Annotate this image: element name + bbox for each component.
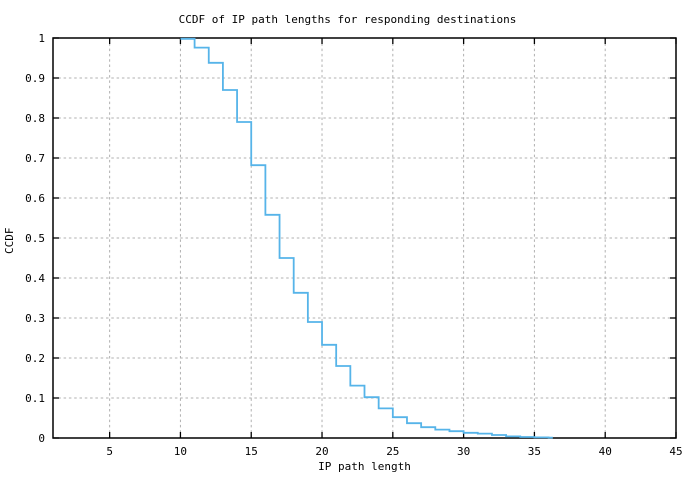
x-axis-title: IP path length: [318, 460, 411, 473]
x-tick-label: 45: [669, 445, 682, 458]
x-tick-label: 30: [457, 445, 470, 458]
y-tick-label: 0.2: [25, 352, 45, 365]
x-tick-label: 40: [599, 445, 612, 458]
x-tick-label: 10: [174, 445, 187, 458]
y-tick-label: 0.3: [25, 312, 45, 325]
x-tick-label: 5: [106, 445, 113, 458]
y-tick-label: 0: [38, 432, 45, 445]
y-tick-label: 0.4: [25, 272, 45, 285]
x-tick-label: 20: [315, 445, 328, 458]
x-tick-label: 15: [245, 445, 258, 458]
y-tick-label: 0.7: [25, 152, 45, 165]
y-tick-label: 0.9: [25, 72, 45, 85]
plot-border: [52, 37, 677, 439]
y-tick-label: 0.8: [25, 112, 45, 125]
y-tick-label: 0.5: [25, 232, 45, 245]
y-tick-label: 0.6: [25, 192, 45, 205]
x-tick-label: 35: [528, 445, 541, 458]
y-tick-label: 0.1: [25, 392, 45, 405]
ccdf-curve: [180, 37, 553, 439]
x-tick-label: 25: [386, 445, 399, 458]
chart-title: CCDF of IP path lengths for responding d…: [178, 13, 517, 26]
y-tick-label: 1: [38, 32, 45, 45]
